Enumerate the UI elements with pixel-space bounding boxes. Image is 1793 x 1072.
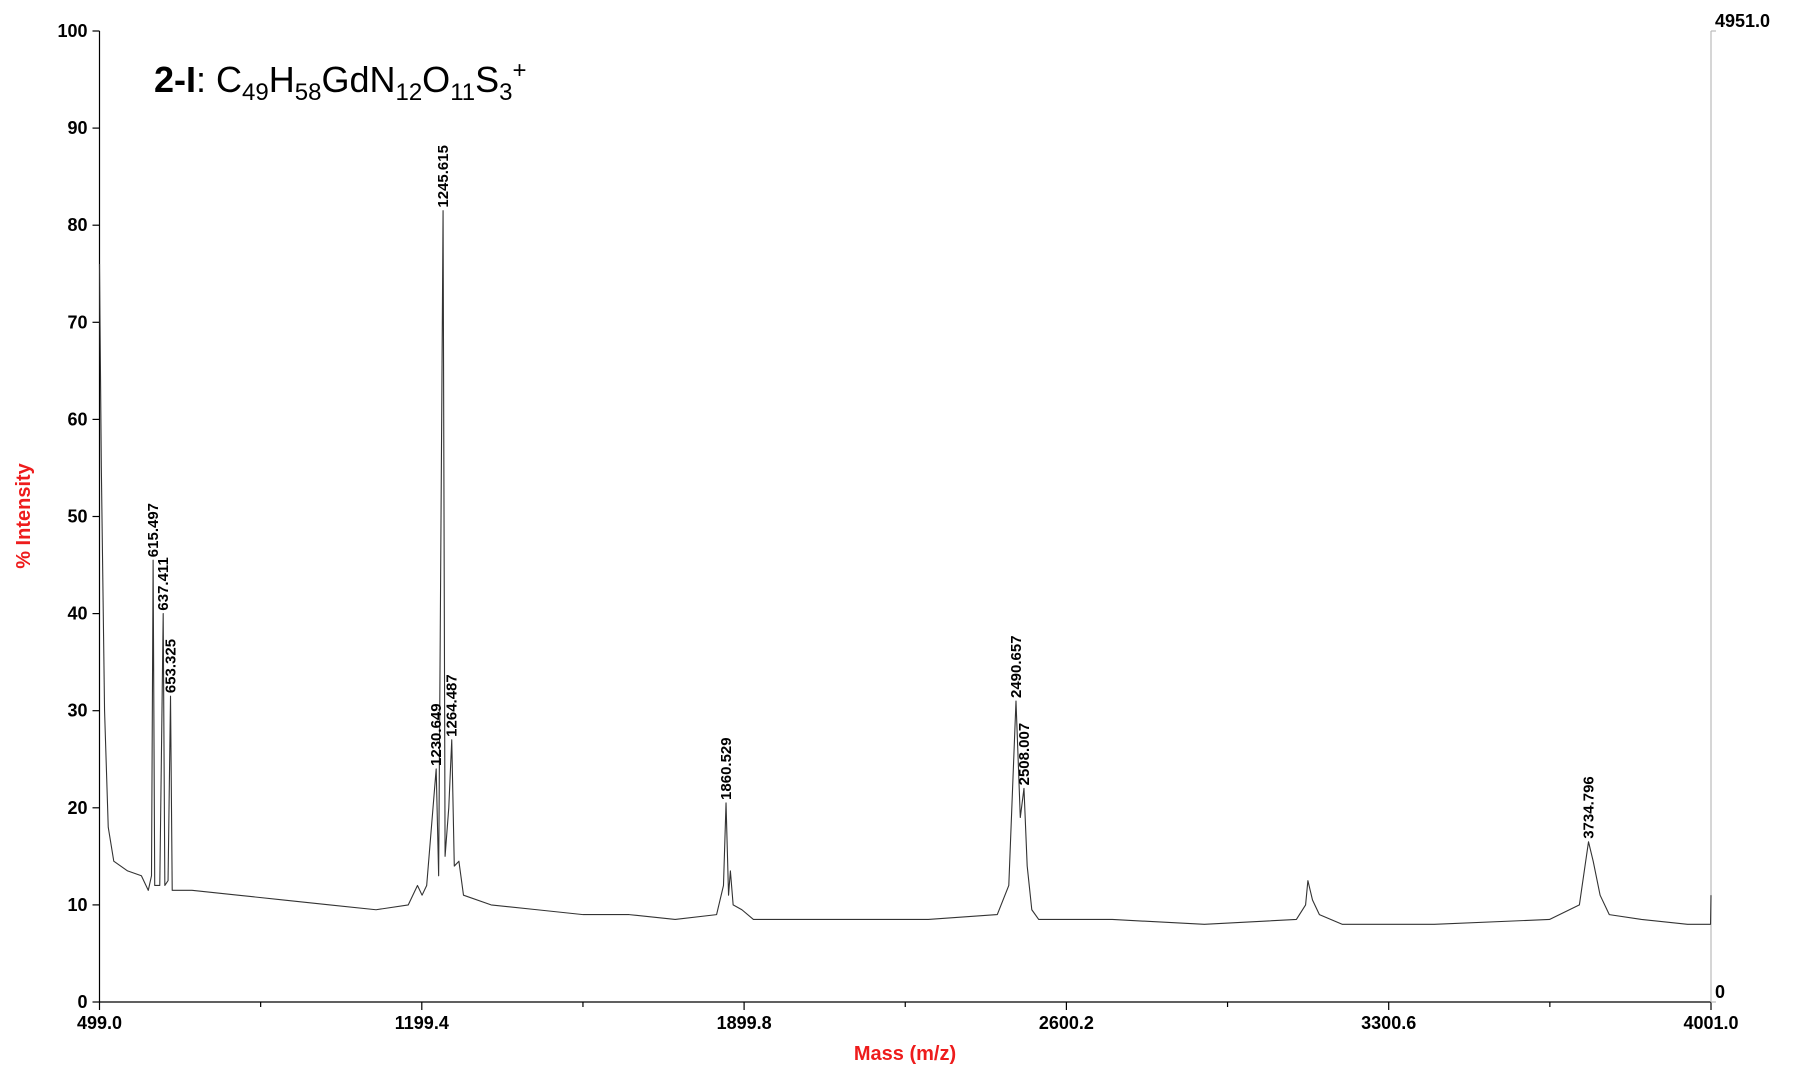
chart-title: 2-I: C49H58GdN12O11S3+: [154, 57, 527, 106]
x-tick-label: 2600.2: [1039, 1013, 1094, 1033]
y2-tick-label: 0: [1715, 982, 1725, 1002]
title-part: 3: [499, 79, 512, 106]
y-tick-label: 40: [67, 604, 87, 624]
y-tick-label: 60: [67, 409, 87, 429]
x-tick-label: 1899.8: [717, 1013, 772, 1033]
x-tick-label: 3300.6: [1361, 1013, 1416, 1033]
y-tick-label: 50: [67, 507, 87, 527]
spectrum-line: [98, 210, 1712, 925]
title-part: S: [475, 59, 499, 100]
x-tick-label: 499.0: [77, 1013, 122, 1033]
y-tick-label: 100: [57, 21, 87, 41]
title-part: +: [512, 57, 526, 84]
y-tick-label: 0: [77, 992, 87, 1012]
title-part: 12: [395, 79, 422, 106]
y-tick-label: 10: [67, 895, 87, 915]
peak-label: 1860.529: [718, 737, 735, 800]
peak-label: 1264.487: [444, 674, 461, 737]
title-part: 49: [242, 79, 269, 106]
x-axis-label: Mass (m/z): [854, 1043, 956, 1065]
y-tick-label: 70: [67, 312, 87, 332]
x-tick-label: 4001.0: [1683, 1013, 1738, 1033]
title-part: 11: [450, 79, 475, 106]
y2-tick-label: 4951.0: [1715, 11, 1770, 31]
y-tick-label: 30: [67, 701, 87, 721]
peak-label: 2490.657: [1008, 635, 1025, 698]
peak-label: 1230.649: [428, 703, 445, 766]
y-tick-label: 20: [67, 798, 87, 818]
peak-label: 2508.007: [1016, 723, 1033, 786]
y-axis-label: % Intensity: [13, 462, 35, 568]
y-tick-label: 90: [67, 118, 87, 138]
title-part: : C: [196, 59, 242, 100]
peak-label: 3734.796: [1581, 776, 1598, 839]
title-part: O: [422, 59, 450, 100]
peak-label: 637.411: [155, 557, 172, 610]
title-part: H: [269, 59, 295, 100]
title-part: GdN: [321, 59, 395, 100]
y-tick-label: 80: [67, 215, 87, 235]
title-part: 2-I: [154, 59, 196, 100]
peak-label: 653.325: [163, 639, 180, 693]
peak-label: 615.497: [145, 503, 162, 557]
x-tick-label: 1199.4: [395, 1013, 449, 1033]
title-part: 58: [295, 79, 322, 106]
peak-label: 1245.615: [435, 145, 452, 208]
